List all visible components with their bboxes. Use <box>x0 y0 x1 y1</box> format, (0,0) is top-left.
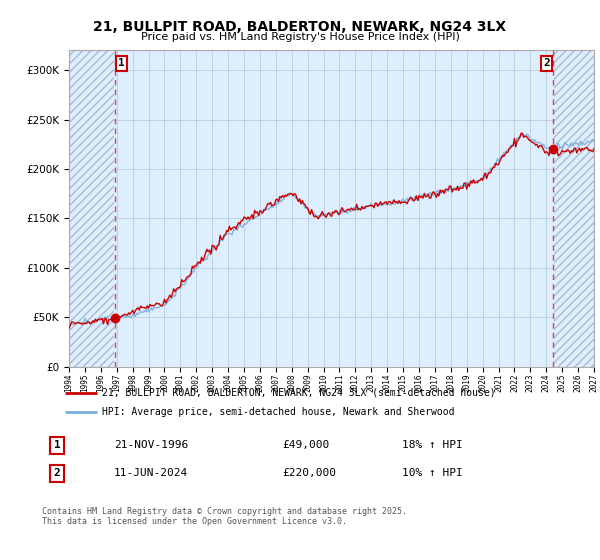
Text: 2: 2 <box>53 468 61 478</box>
Text: 21, BULLPIT ROAD, BALDERTON, NEWARK, NG24 3LX (semi-detached house): 21, BULLPIT ROAD, BALDERTON, NEWARK, NG2… <box>102 388 496 398</box>
Text: 11-JUN-2024: 11-JUN-2024 <box>114 468 188 478</box>
Text: HPI: Average price, semi-detached house, Newark and Sherwood: HPI: Average price, semi-detached house,… <box>102 407 455 417</box>
Text: 21, BULLPIT ROAD, BALDERTON, NEWARK, NG24 3LX: 21, BULLPIT ROAD, BALDERTON, NEWARK, NG2… <box>94 20 506 34</box>
Text: 18% ↑ HPI: 18% ↑ HPI <box>402 440 463 450</box>
Text: 2: 2 <box>544 58 550 68</box>
Text: 1: 1 <box>53 440 61 450</box>
Text: 10% ↑ HPI: 10% ↑ HPI <box>402 468 463 478</box>
Text: Price paid vs. HM Land Registry's House Price Index (HPI): Price paid vs. HM Land Registry's House … <box>140 32 460 42</box>
Text: Contains HM Land Registry data © Crown copyright and database right 2025.
This d: Contains HM Land Registry data © Crown c… <box>42 507 407 526</box>
Text: £49,000: £49,000 <box>282 440 329 450</box>
Text: 1: 1 <box>118 58 125 68</box>
Text: 21-NOV-1996: 21-NOV-1996 <box>114 440 188 450</box>
Text: £220,000: £220,000 <box>282 468 336 478</box>
